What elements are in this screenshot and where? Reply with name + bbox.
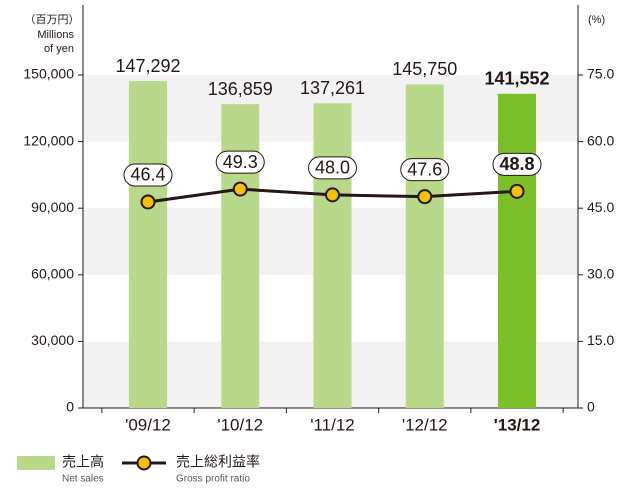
bar-value-label: 137,261 xyxy=(300,78,365,98)
x-tick-label: '09/12 xyxy=(125,415,171,434)
y2-tick-label: 15.0 xyxy=(587,332,614,348)
bar xyxy=(313,103,352,408)
line-marker xyxy=(417,189,433,205)
bar-value-label: 141,552 xyxy=(484,69,549,89)
y-unit: （百万円） xyxy=(25,13,80,26)
label-box xyxy=(308,156,357,180)
bar xyxy=(498,93,536,408)
label-box xyxy=(400,158,450,182)
y2-tick-label: 45.0 xyxy=(587,199,614,215)
y2-tick-label: 75.0 xyxy=(587,66,614,82)
legend-marker xyxy=(136,455,152,471)
y-tick-label: 90,000 xyxy=(31,199,74,215)
bar xyxy=(129,81,167,409)
y2-tick-label: 60.0 xyxy=(587,132,614,148)
bar-value-label: 136,859 xyxy=(208,79,273,99)
line-marker xyxy=(325,187,340,203)
y2-unit: (%) xyxy=(588,14,605,26)
line-marker xyxy=(232,181,248,197)
legend-label: 売上総利益率 xyxy=(176,454,260,470)
line-marker xyxy=(509,183,525,199)
y-tick-label: 0 xyxy=(66,399,74,415)
legend-sublabel: Gross profit ratio xyxy=(176,474,250,485)
line-value-label: 48.0 xyxy=(315,158,350,178)
y-tick-label: 120,000 xyxy=(23,132,74,148)
line-marker xyxy=(140,194,156,210)
x-tick-label: '10/12 xyxy=(217,415,263,434)
y-unit: of yen xyxy=(44,43,74,55)
legend-swatch xyxy=(17,456,55,470)
y-tick-label: 60,000 xyxy=(31,266,74,282)
line-value-label: 49.3 xyxy=(223,152,258,172)
legend-sublabel: Net sales xyxy=(62,474,104,485)
line-value-label: 46.4 xyxy=(130,165,165,185)
bar-value-label: 147,292 xyxy=(115,56,180,76)
x-tick-label: '13/12 xyxy=(494,415,541,434)
y-unit: Millions xyxy=(37,29,74,41)
line-value-label: 48.8 xyxy=(499,154,534,174)
label-box xyxy=(215,150,265,174)
bar-value-label: 145,750 xyxy=(392,59,457,79)
legend-label: 売上高 xyxy=(62,454,104,470)
y-tick-label: 150,000 xyxy=(23,66,74,82)
line-value-label: 47.6 xyxy=(407,159,442,179)
y2-tick-label: 30.0 xyxy=(587,266,614,282)
label-box xyxy=(492,152,542,176)
y-tick-label: 30,000 xyxy=(31,332,74,348)
label-box xyxy=(123,163,173,187)
y2-tick-label: 0 xyxy=(587,399,595,415)
x-tick-label: '12/12 xyxy=(402,415,448,434)
bar xyxy=(405,84,444,408)
bar xyxy=(221,104,260,408)
x-tick-label: '11/12 xyxy=(310,415,355,434)
